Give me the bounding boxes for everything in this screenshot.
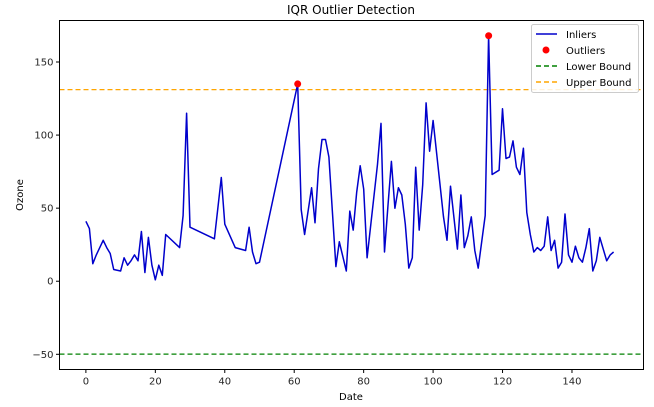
x-tick-label: 0	[83, 377, 89, 388]
axes-frame	[59, 20, 644, 370]
x-tick-label: 60	[288, 377, 301, 388]
y-tick-label: 150	[34, 58, 53, 69]
inliers-line	[85, 34, 615, 281]
x-tick-label: 40	[218, 377, 231, 388]
chart-title: IQR Outlier Detection	[287, 3, 415, 17]
x-tick-label: 100	[424, 377, 443, 388]
y-tick-label: 50	[41, 204, 54, 215]
outlier-point	[485, 32, 493, 40]
legend-outliers: Outliers	[566, 46, 605, 57]
legend-lower-bound: Lower Bound	[566, 62, 631, 73]
y-tick-label: −50	[32, 350, 53, 361]
y-tick-label: 100	[34, 131, 53, 142]
x-axis-label: Date	[339, 392, 363, 403]
legend-outliers-dot-icon	[542, 46, 550, 54]
x-tick-label: 140	[562, 377, 581, 388]
x-tick-label: 120	[493, 377, 512, 388]
y-axis: −50 0 50 100 150	[32, 58, 60, 361]
y-axis-label: Ozone	[15, 179, 26, 211]
legend: Inliers Outliers Lower Bound Upper Bound	[531, 24, 639, 93]
plot-area	[59, 32, 644, 355]
x-tick-label: 80	[357, 377, 370, 388]
y-tick-label: 0	[47, 277, 53, 288]
legend-upper-bound: Upper Bound	[566, 78, 631, 89]
outlier-point	[294, 80, 302, 88]
legend-inliers: Inliers	[566, 30, 596, 41]
x-axis: 0 20 40 60 80 100 120 140	[83, 369, 582, 388]
legend-box	[531, 24, 639, 93]
x-tick-label: 20	[149, 377, 162, 388]
